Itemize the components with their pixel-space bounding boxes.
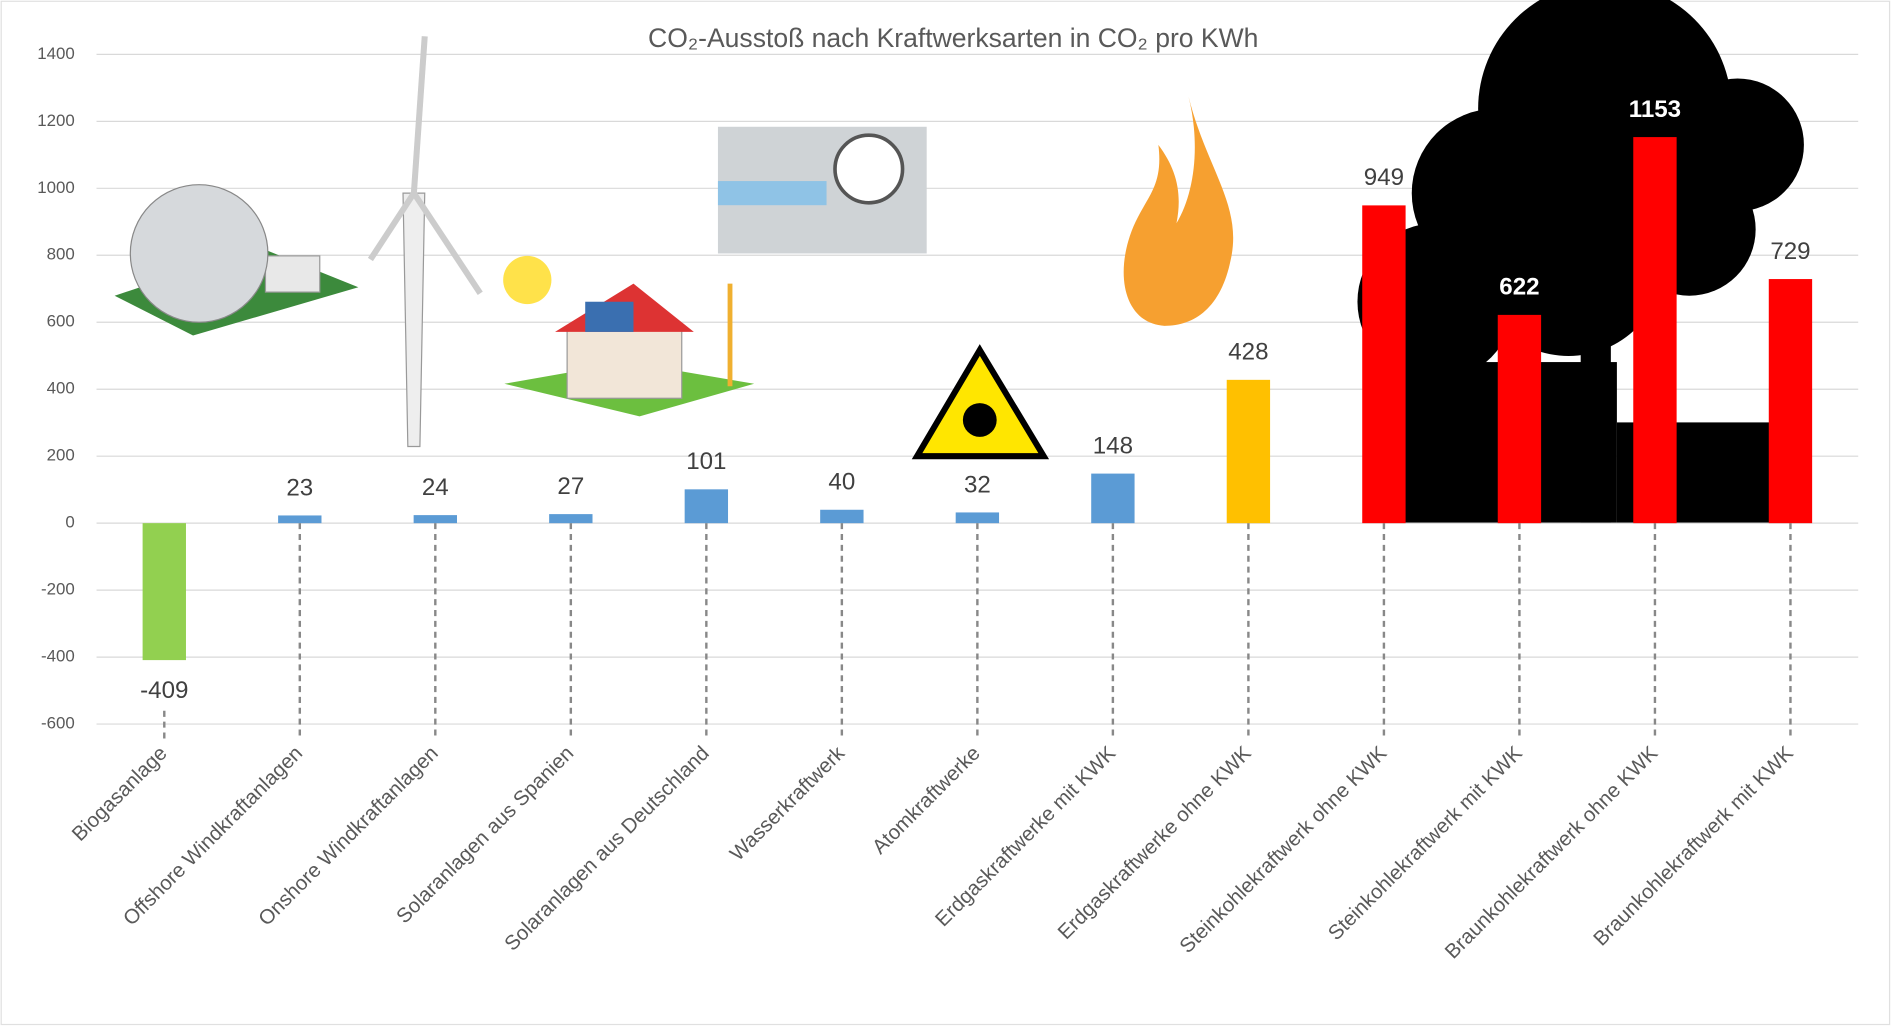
flame [1123, 96, 1234, 326]
water-wheel [833, 133, 905, 205]
sun [503, 255, 552, 305]
value-label: 428 [1228, 339, 1268, 366]
house-wall [566, 325, 683, 399]
value-label: 949 [1364, 164, 1404, 191]
bar [413, 515, 457, 524]
y-tick-label: 400 [47, 379, 75, 398]
bar [142, 523, 186, 661]
turbine-blade [367, 191, 417, 262]
bar [684, 489, 729, 524]
bar [549, 514, 593, 524]
value-label: 1153 [1629, 96, 1681, 123]
coal-smoke [1357, 0, 1804, 523]
bar [278, 515, 322, 524]
value-label: 40 [828, 469, 855, 496]
bar [1633, 137, 1677, 524]
value-label: 729 [1770, 238, 1810, 265]
biogas-dome [129, 184, 269, 323]
value-label: 101 [686, 448, 726, 475]
y-tick-label: 1000 [37, 178, 75, 197]
bar [1091, 473, 1135, 524]
water-channel [717, 181, 827, 206]
value-label: 148 [1093, 432, 1133, 459]
value-label: 23 [286, 474, 313, 501]
y-tick-label: -200 [41, 580, 75, 599]
bar [955, 512, 1000, 524]
radiation-sign [911, 344, 1050, 460]
turbine-tower [402, 192, 426, 448]
illustrations [114, 0, 1804, 523]
y-tick-label: -600 [41, 714, 75, 733]
y-tick-label: 1200 [37, 111, 75, 130]
y-tick-label: 800 [47, 245, 75, 264]
bar [1768, 279, 1813, 524]
value-label: 27 [557, 473, 584, 500]
bar [1226, 379, 1271, 524]
value-label: 32 [964, 471, 991, 498]
solar-panel [585, 301, 634, 332]
y-tick-label: 0 [65, 513, 74, 532]
bar [1497, 314, 1542, 524]
turbine-blade [411, 191, 483, 295]
radiation-symbol [962, 403, 997, 437]
value-label: -409 [140, 677, 188, 704]
bars: -409 23 24 27 101 40 32 148 428 949 622 1153 729 [140, 96, 1813, 704]
value-label: 622 [1499, 274, 1539, 301]
y-tick-label: -400 [41, 647, 75, 666]
biogas-shed [264, 255, 321, 293]
y-tick-label: 1400 [37, 44, 75, 63]
value-label: 24 [422, 474, 449, 501]
chart-title: CO₂-Ausstoß nach Kraftwerksarten in CO₂ … [648, 23, 1258, 53]
y-tick-label: 600 [47, 312, 75, 331]
turbine-blade [410, 36, 428, 194]
bar [820, 509, 864, 524]
bar [1362, 205, 1406, 524]
y-tick-label: 200 [47, 446, 75, 465]
